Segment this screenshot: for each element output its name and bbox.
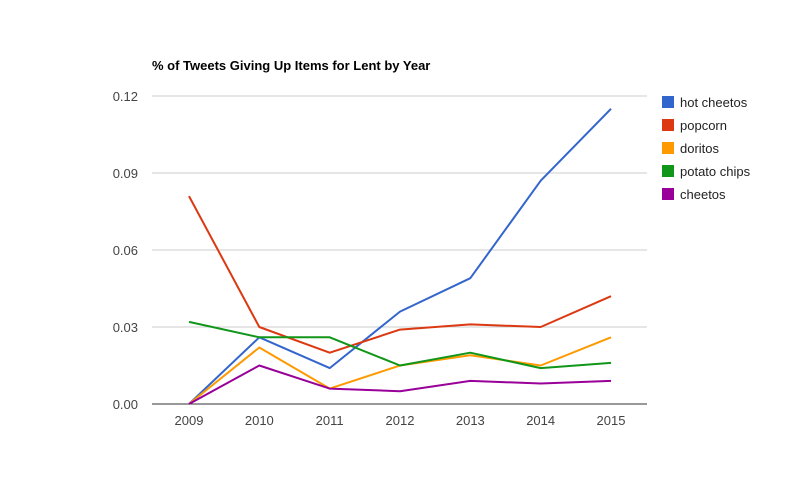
legend-swatch — [662, 142, 674, 154]
series-line-potato-chips — [188, 320, 612, 370]
legend-label: hot cheetos — [680, 95, 748, 110]
x-tick-label: 2013 — [456, 413, 485, 428]
x-tick-label: 2015 — [597, 413, 626, 428]
y-tick-label: 0.12 — [113, 89, 138, 104]
legend-swatch — [662, 119, 674, 131]
y-tick-label: 0.03 — [113, 320, 138, 335]
legend-swatch — [662, 188, 674, 200]
chart-title: % of Tweets Giving Up Items for Lent by … — [152, 58, 430, 73]
axes: 0.00 0.03 0.06 0.09 0.12 2009 2010 2011 2012 2013… — [113, 89, 647, 428]
series-lines — [188, 108, 612, 405]
x-tick-label: 2012 — [386, 413, 415, 428]
legend-swatch — [662, 165, 674, 177]
x-tick-label: 2009 — [175, 413, 204, 428]
legend-swatch — [662, 96, 674, 108]
series-line-hot-cheetos — [188, 108, 612, 405]
x-tick-label: 2010 — [245, 413, 274, 428]
y-tick-label: 0.06 — [113, 243, 138, 258]
legend: hot cheetos popcorn doritos potato chips che… — [662, 95, 751, 202]
x-tick-label: 2011 — [316, 413, 344, 428]
series-line-doritos — [188, 336, 612, 405]
legend-label: popcorn — [680, 118, 727, 133]
gridlines — [152, 95, 647, 328]
legend-label: doritos — [680, 141, 720, 156]
series-line-popcorn — [188, 195, 612, 354]
legend-label: cheetos — [680, 187, 726, 202]
y-tick-label: 0.00 — [113, 397, 138, 412]
y-tick-label: 0.09 — [113, 166, 138, 181]
legend-label: potato chips — [680, 164, 751, 179]
series-line-cheetos — [188, 364, 612, 405]
x-tick-label: 2014 — [526, 413, 555, 428]
